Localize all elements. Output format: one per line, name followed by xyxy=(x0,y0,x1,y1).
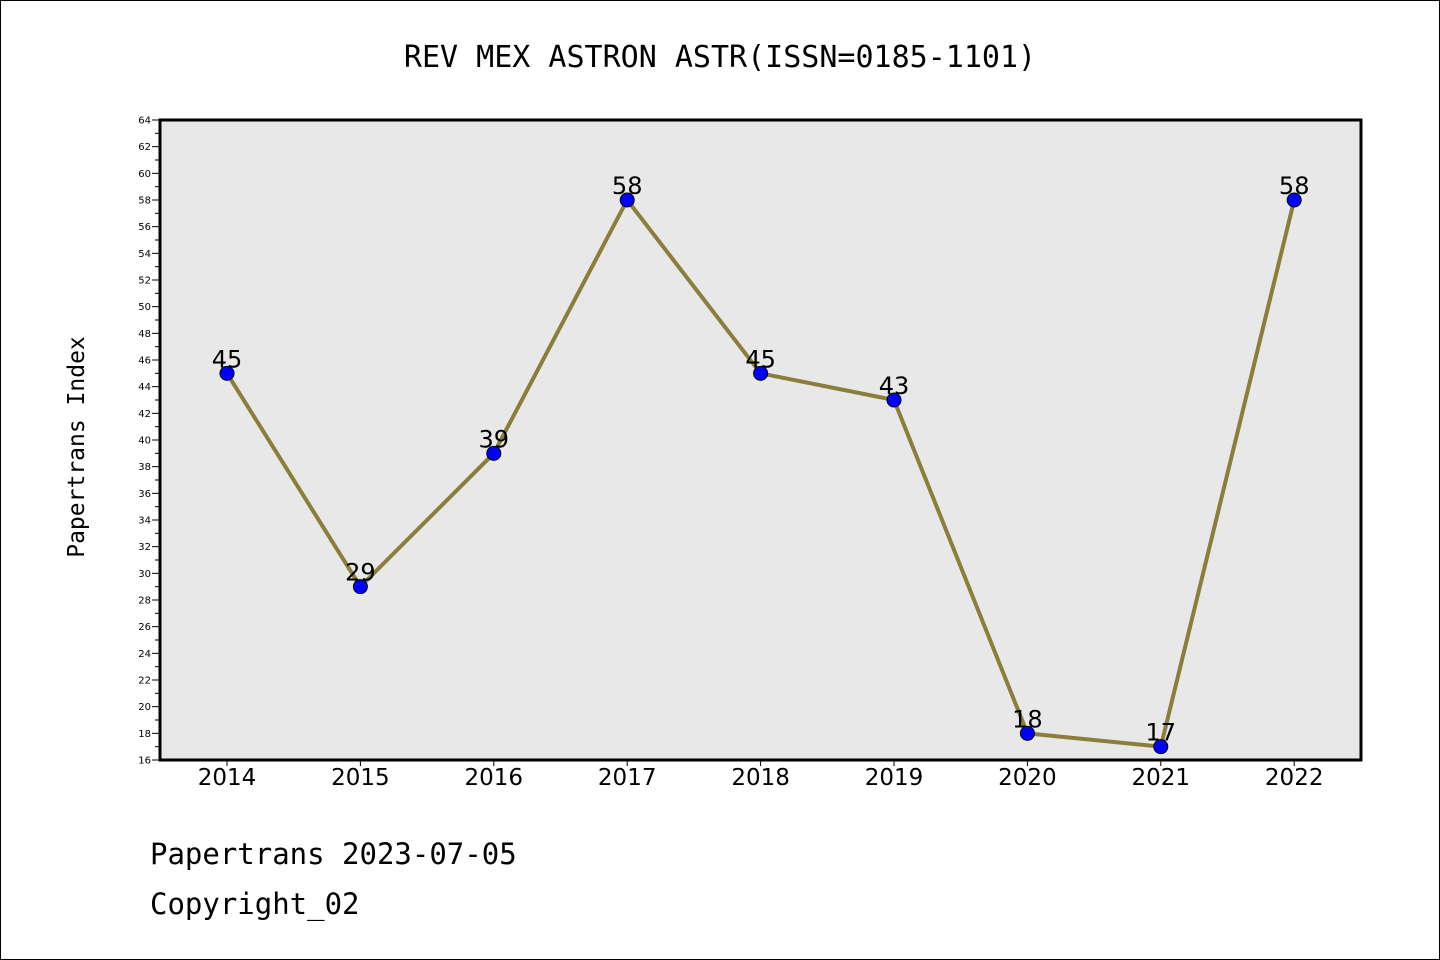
y-tick-label: 58 xyxy=(138,196,151,207)
plot-area xyxy=(160,120,1361,760)
y-tick-label: 30 xyxy=(138,569,151,580)
data-labels: 45 29 39 58 45 43 18 17 58 xyxy=(212,172,1310,747)
y-tick-label: 48 xyxy=(138,329,151,340)
y-tick-label: 38 xyxy=(138,462,151,473)
y-tick-label: 20 xyxy=(138,702,151,713)
data-label: 17 xyxy=(1146,719,1177,747)
footer-copyright: Copyright_02 xyxy=(150,887,360,922)
x-tick-label: 2020 xyxy=(998,765,1057,791)
data-label: 29 xyxy=(345,559,376,587)
data-point xyxy=(1286,192,1302,208)
data-point xyxy=(619,192,635,208)
y-tick-label: 56 xyxy=(138,222,151,233)
y-tick-label: 36 xyxy=(138,489,151,500)
data-label: 43 xyxy=(879,372,910,400)
data-point xyxy=(352,579,368,595)
data-point xyxy=(1153,739,1169,755)
y-tick-label: 62 xyxy=(138,142,151,153)
data-point xyxy=(753,365,769,381)
y-tick-label: 28 xyxy=(138,596,151,607)
y-tick-label: 50 xyxy=(138,302,151,313)
y-axis-ticks: 16 18 20 22 24 26 28 30 32 34 36 38 40 42 44 46 48 50 52 54… xyxy=(138,116,160,767)
data-points xyxy=(219,192,1302,755)
data-point xyxy=(219,365,235,381)
y-axis-label: Papertrans Index xyxy=(64,336,90,558)
x-tick-label: 2016 xyxy=(465,765,524,791)
y-tick-label: 46 xyxy=(138,356,151,367)
footer-date: Papertrans 2023-07-05 xyxy=(150,837,517,871)
x-tick-label: 2022 xyxy=(1265,765,1324,791)
data-label: 58 xyxy=(1279,172,1310,200)
y-tick-label: 40 xyxy=(138,436,151,447)
data-label: 39 xyxy=(479,425,510,453)
y-tick-label: 60 xyxy=(138,169,151,180)
y-tick-label: 42 xyxy=(138,409,151,420)
y-tick-label: 32 xyxy=(138,542,151,553)
y-tick-label: 34 xyxy=(138,516,151,527)
data-label: 18 xyxy=(1012,705,1043,733)
data-point xyxy=(886,392,902,408)
plot-border xyxy=(158,118,1363,762)
data-point xyxy=(1019,725,1035,741)
x-tick-label: 2018 xyxy=(731,765,790,791)
y-tick-label: 54 xyxy=(138,249,151,260)
x-tick-label: 2019 xyxy=(865,765,924,791)
data-label: 58 xyxy=(612,172,643,200)
x-tick-label: 2015 xyxy=(331,765,390,791)
y-tick-label: 18 xyxy=(138,729,151,740)
y-tick-label: 22 xyxy=(138,676,151,687)
y-tick-label: 26 xyxy=(138,622,151,633)
data-label: 45 xyxy=(745,345,776,373)
y-tick-label: 16 xyxy=(138,756,151,767)
data-label: 45 xyxy=(212,345,243,373)
y-tick-label: 24 xyxy=(138,649,151,660)
x-tick-label: 2014 xyxy=(198,765,257,791)
x-axis-ticks: 2014 2015 2016 2017 2018 2019 2020 2021 2022 xyxy=(198,760,1324,791)
x-tick-label: 2021 xyxy=(1132,765,1191,791)
y-tick-label: 44 xyxy=(138,382,151,393)
x-tick-label: 2017 xyxy=(598,765,657,791)
data-point xyxy=(486,445,502,461)
y-tick-label: 64 xyxy=(138,116,151,127)
y-tick-label: 52 xyxy=(138,276,151,287)
chart-title: REV MEX ASTRON ASTR(ISSN=0185-1101) xyxy=(404,40,1036,75)
